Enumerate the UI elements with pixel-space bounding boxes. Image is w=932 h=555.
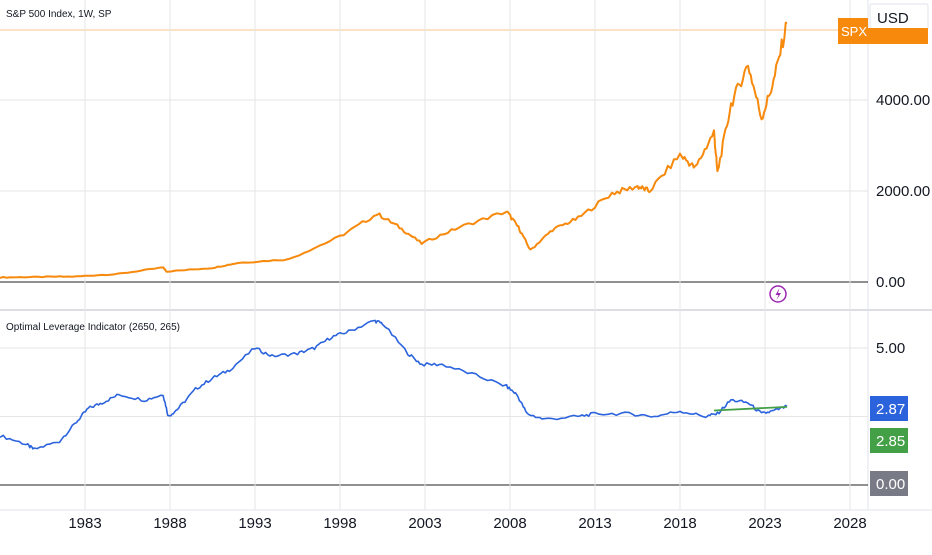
x-tick-label: 2023: [748, 515, 781, 532]
signal-value-badge: [870, 428, 908, 453]
price-series-line: [0, 21, 788, 279]
x-tick-label: 1988: [153, 515, 186, 532]
x-tick-label: 2003: [408, 515, 441, 532]
ticker-badge-label: SPX: [841, 24, 867, 39]
grid-layer: [0, 0, 868, 510]
chart-title: S&P 500 Index, 1W, SP: [6, 9, 112, 20]
indicator-tick-label: 5.00: [876, 340, 905, 357]
x-tick-label: 1993: [238, 515, 271, 532]
price-tick-label: 4000.00: [876, 92, 930, 109]
x-tick-label: 1983: [68, 515, 101, 532]
x-tick-label: 2018: [663, 515, 696, 532]
indicator-series-line: [0, 319, 788, 450]
x-tick-label: 2013: [578, 515, 611, 532]
ticker-badge: [838, 18, 868, 44]
price-tick-label: 0.00: [876, 274, 905, 291]
lightning-icon: [775, 288, 781, 300]
indicator-value-badge: [870, 396, 908, 421]
x-tick-label: 2008: [493, 515, 526, 532]
zero-value-badge: [870, 471, 908, 496]
last-price-badge: [868, 28, 928, 44]
signal-value-label: 2.85: [876, 433, 905, 450]
indicator-title: Optimal Leverage Indicator (2650, 265): [6, 322, 180, 333]
series-layer[interactable]: [0, 21, 788, 450]
x-tick-label: 1998: [323, 515, 356, 532]
signal-series-line: [713, 406, 788, 412]
indicator-value-label: 2.87: [876, 401, 905, 418]
price-tick-label: 2000.00: [876, 183, 930, 200]
currency-label: USD: [877, 10, 909, 27]
zero-value-label: 0.00: [876, 476, 905, 493]
label-layer: 1983 1988 1993 1998 2003 2008 2013 2018 2023 2028…: [68, 92, 930, 532]
x-tick-label: 2028: [833, 515, 866, 532]
